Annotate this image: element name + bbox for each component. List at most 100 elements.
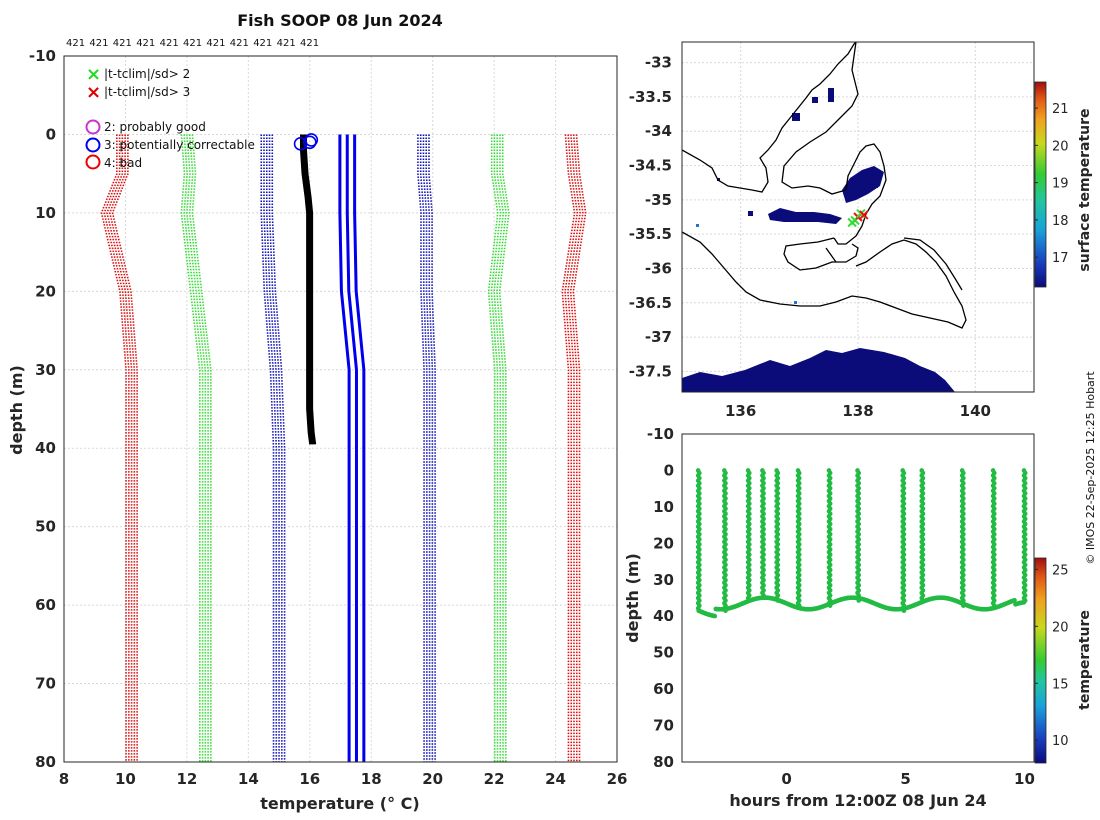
climatology-plus3sd-line	[569, 134, 584, 762]
map-lat-label: -36	[645, 259, 672, 277]
map-ticks: 136 138 140 -33 -33.5 -34 -34.5 -35 -35.5 -36 -36.…	[629, 54, 991, 420]
observed-profile-line	[299, 134, 312, 445]
climatology-plus1sd-line	[419, 134, 428, 762]
climatology-plus2sd-line	[498, 134, 510, 762]
climatology-mean-line	[338, 134, 351, 762]
legend-qc3-label: 3: potentially correctable	[104, 138, 255, 152]
climatology-mean-line	[345, 134, 358, 762]
climatology-minus1sd-line	[265, 134, 280, 762]
temperature-colorbar-tick-label: 20	[1052, 620, 1069, 635]
climatology-plus3sd-line	[572, 134, 587, 762]
profile-ytick-label: 50	[35, 518, 56, 536]
timeseries-point	[761, 593, 766, 598]
legend-qc4-marker	[85, 154, 101, 170]
timeseries-point	[712, 613, 718, 619]
map-content	[682, 42, 967, 392]
climatology-minus2sd-line	[186, 134, 207, 762]
climatology-minus2sd-line	[188, 134, 209, 762]
map-colorbar-tick-label: 18	[1052, 214, 1069, 229]
timeseries-point	[796, 603, 802, 608]
count-label: 421	[277, 38, 296, 49]
timeseries-point	[961, 603, 966, 608]
profile-ylabel: depth (m)	[7, 365, 26, 455]
profile-axes-box	[63, 55, 618, 763]
climatology-plus1sd-line	[417, 134, 425, 762]
climatology-minus2sd-line	[191, 134, 212, 762]
profile-ytick-label: 40	[35, 439, 56, 457]
profile-xtick-label: 8	[59, 770, 69, 788]
temperature-colorbar-ticks: 10 15 20 25	[1035, 563, 1069, 749]
profile-grid	[64, 56, 617, 762]
timeseries-point	[723, 608, 728, 614]
timeseries-ytick-label: 0	[664, 461, 674, 479]
map-coastlines	[682, 42, 967, 329]
climatology-minus2sd-line	[180, 134, 201, 762]
map-colorbar-tick-label: 21	[1052, 102, 1069, 117]
map-lon-label: 136	[725, 402, 756, 420]
map-lat-label: -33	[645, 54, 672, 72]
climatology-minus1sd-line	[268, 134, 283, 762]
temperature-colorbar-tick-label: 15	[1052, 677, 1069, 692]
climatology-plus2sd-line	[496, 134, 507, 762]
temperature-colorbar-tick-label: 25	[1052, 563, 1069, 578]
map-lat-label: -35	[645, 191, 672, 209]
map-sst-pixel	[696, 224, 699, 227]
profile-legend: × |t-tclim|/sd> 2 × |t-tclim|/sd> 3 2: p…	[85, 64, 255, 170]
timeseries-xtick-label: 10	[1014, 770, 1035, 788]
qc3-marker	[302, 135, 317, 150]
legend-flag-sd2: |t-tclim|/sd> 2	[104, 67, 190, 81]
profile-ytick-label: 70	[35, 675, 56, 693]
timeseries-point	[1022, 598, 1028, 603]
timeseries-ylabel: depth (m)	[623, 553, 642, 643]
timeseries-point	[901, 608, 907, 614]
timeseries-point	[827, 603, 833, 608]
count-label: 421	[183, 38, 202, 49]
count-label: 421	[253, 38, 272, 49]
timeseries-point	[920, 598, 926, 603]
count-label: 421	[206, 38, 225, 49]
climatology-plus3sd-line	[564, 134, 579, 762]
map-colorbar-tick-label: 20	[1052, 139, 1069, 154]
map-colorbar	[1034, 81, 1047, 288]
map-colorbar-label: surface temperature	[1077, 108, 1093, 271]
profile-ytick-label: 60	[35, 596, 56, 614]
map-colorbar-ticks: 17 18 19 20 21	[1035, 102, 1069, 266]
profile-ytick-label: -10	[29, 47, 56, 65]
observed-profile-line	[304, 134, 317, 445]
timeseries-point	[1012, 597, 1017, 603]
timeseries-point	[991, 603, 997, 608]
count-label: 421	[230, 38, 249, 49]
profile-xtick-label: 14	[238, 770, 259, 788]
timeseries-point	[697, 608, 702, 614]
map-track-point	[847, 217, 857, 228]
timeseries-ytick-label: 60	[653, 680, 674, 698]
map-axes-box	[681, 41, 1035, 393]
count-label: 421	[136, 38, 155, 49]
timeseries-ytick-label: 40	[653, 607, 674, 625]
legend-qc3-marker	[85, 137, 101, 153]
profile-ytick-label: 0	[46, 125, 56, 143]
climatology-plus1sd-line	[422, 134, 431, 762]
profile-xtick-label: 26	[607, 770, 628, 788]
temperature-colorbar-tick-label: 10	[1052, 734, 1069, 749]
count-labels: 421 421 421 421 421 421 421 421 421 421 421	[66, 38, 319, 49]
legend-qc4-label: 4: bad	[104, 156, 142, 170]
timeseries-point	[747, 598, 752, 603]
profile-ytick-label: 30	[35, 361, 56, 379]
map-lat-label: -37	[645, 328, 672, 346]
map-track	[847, 208, 869, 228]
climatology-minus3sd-line	[100, 134, 127, 762]
count-label: 421	[113, 38, 132, 49]
temperature-colorbar	[1034, 557, 1047, 764]
map-lon-label: 140	[960, 402, 991, 420]
timeseries-data	[695, 468, 1028, 619]
profile-panel: 8 10 12 14 16 18 20 22 24 26-1001020304050607080 …	[7, 47, 627, 813]
map-colorbar-tick-label: 19	[1052, 177, 1069, 192]
map-lat-label: -34.5	[629, 157, 672, 175]
climatology-minus3sd-line	[106, 134, 133, 762]
legend-flag-symbol: ×	[86, 64, 101, 85]
count-label: 421	[160, 38, 179, 49]
qc3-marker	[304, 133, 319, 147]
timeseries-ytick-label: 20	[653, 534, 674, 552]
